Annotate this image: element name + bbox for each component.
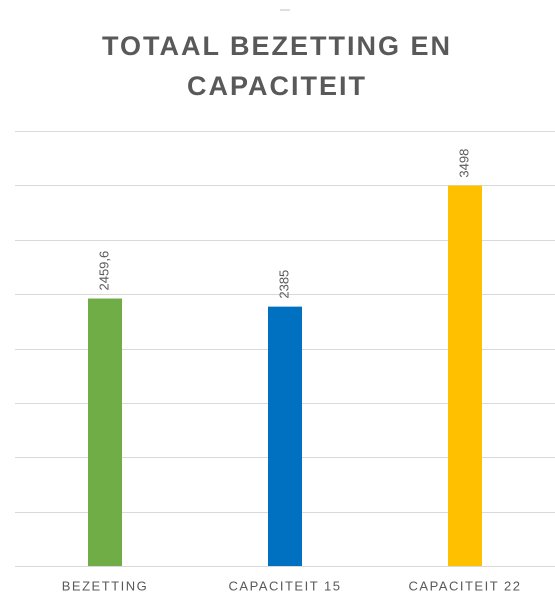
data-label: 2385 (276, 270, 291, 299)
bar (448, 185, 482, 566)
bar (88, 298, 122, 566)
data-label: 3498 (456, 149, 471, 178)
x-tick-label: CAPACITEIT 22 (409, 578, 522, 593)
data-label: 2459,6 (96, 251, 111, 291)
x-tick-label: BEZETTING (62, 578, 148, 593)
chart-title: TOTAAL BEZETTING EN CAPACITEIT (101, 31, 452, 101)
x-tick-label: CAPACITEIT 15 (229, 578, 342, 593)
bar (268, 306, 302, 566)
